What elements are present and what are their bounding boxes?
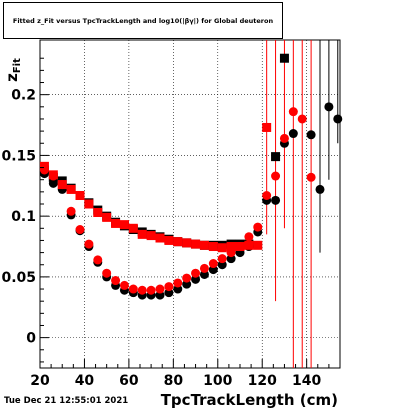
- data-point-circle: [57, 180, 67, 190]
- data-point-circle: [253, 222, 263, 232]
- x-tick-label: 60: [119, 373, 139, 389]
- data-point-circle: [306, 130, 316, 140]
- data-point-square: [84, 199, 94, 209]
- data-point-square: [146, 231, 156, 241]
- data-point-square: [75, 190, 85, 200]
- timestamp: Tue Dec 21 12:55:01 2021: [4, 396, 129, 406]
- data-point-circle: [226, 248, 236, 258]
- x-tick-label: 120: [248, 373, 277, 389]
- data-point-circle: [288, 107, 298, 117]
- data-markers: [39, 53, 343, 300]
- data-point-circle: [111, 276, 121, 286]
- y-tick-label: 0.05: [1, 270, 36, 286]
- data-point-circle: [48, 178, 58, 188]
- data-point-circle: [199, 263, 209, 273]
- data-point-square: [164, 235, 174, 245]
- y-axis-label: zFit: [3, 58, 23, 82]
- data-point-circle: [262, 190, 272, 200]
- data-point-circle: [128, 284, 138, 294]
- data-point-circle: [271, 171, 281, 181]
- data-point-square: [111, 218, 121, 228]
- data-point-square: [155, 233, 165, 243]
- y-tick-label: 0.1: [11, 209, 36, 225]
- data-point-circle: [137, 285, 147, 295]
- data-point-square: [128, 223, 138, 233]
- data-point-square: [182, 238, 192, 248]
- data-point-circle: [48, 171, 58, 181]
- data-point-square: [253, 240, 263, 250]
- data-point-square: [244, 240, 254, 250]
- data-point-square: [217, 243, 227, 253]
- x-tick-label: 40: [75, 373, 95, 389]
- data-point-circle: [324, 102, 334, 112]
- data-point-circle: [75, 225, 85, 235]
- data-point-circle: [306, 172, 316, 182]
- y-tick-label: 0.15: [1, 148, 36, 164]
- data-point-circle: [244, 232, 254, 242]
- x-axis-label: TpcTrackLength (cm): [161, 391, 338, 409]
- data-point-circle: [173, 278, 183, 288]
- data-point-square: [226, 242, 236, 252]
- data-point-square: [66, 184, 76, 194]
- data-point-square: [279, 53, 289, 63]
- title-box: Fitted z_Fit versus TpcTrackLength and l…: [3, 2, 283, 39]
- data-point-circle: [279, 133, 289, 143]
- data-point-circle: [235, 242, 245, 252]
- data-point-circle: [333, 114, 343, 124]
- axis-ticks: [39, 57, 341, 368]
- data-point-circle: [146, 285, 156, 295]
- data-point-circle: [155, 284, 165, 294]
- x-tick-label: 80: [164, 373, 184, 389]
- data-point-square: [119, 220, 129, 230]
- data-point-circle: [191, 268, 201, 278]
- chart-title: Fitted z_Fit versus TpcTrackLength and l…: [12, 16, 274, 25]
- data-point-square: [262, 122, 272, 132]
- data-point-circle: [315, 184, 325, 194]
- data-point-circle: [217, 254, 227, 264]
- tick-labels: 20 40 60 80 100 120 140 0 0.05 0.1 0.15 0.2: [1, 88, 321, 389]
- data-point-circle: [271, 195, 281, 205]
- x-tick-label: 20: [30, 373, 50, 389]
- data-point-circle: [119, 280, 129, 290]
- data-point-square: [208, 242, 218, 252]
- data-point-circle: [297, 114, 307, 124]
- data-point-square: [93, 208, 103, 218]
- x-tick-label: 100: [203, 373, 232, 389]
- data-point-square: [137, 229, 147, 239]
- data-point-square: [199, 240, 209, 250]
- y-tick-label: 0: [26, 331, 36, 347]
- y-tick-label: 0.2: [11, 88, 36, 104]
- data-point-square: [173, 237, 183, 247]
- data-point-square: [102, 212, 112, 222]
- data-point-circle: [182, 273, 192, 283]
- data-point-circle: [102, 268, 112, 278]
- data-point-circle: [164, 282, 174, 292]
- data-point-circle: [66, 206, 76, 216]
- x-tick-label: 140: [292, 373, 321, 389]
- data-point-circle: [39, 165, 49, 175]
- data-point-square: [191, 239, 201, 249]
- data-point-square: [271, 152, 281, 162]
- data-point-circle: [288, 129, 298, 139]
- data-point-circle: [208, 259, 218, 269]
- data-point-circle: [84, 239, 94, 249]
- data-point-circle: [93, 255, 103, 265]
